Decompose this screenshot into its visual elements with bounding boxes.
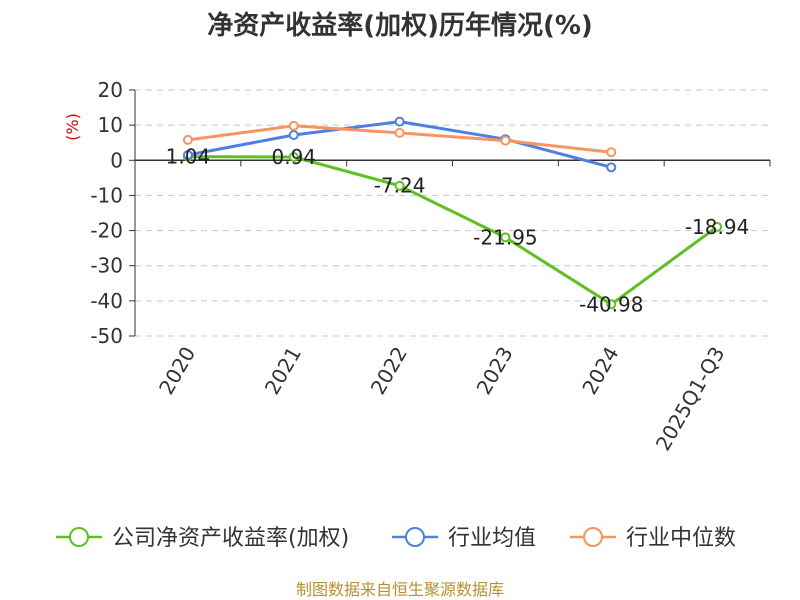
data-labels: 1.04 0.94 -7.24 -21.95 -40.98 -18.94 [166, 145, 750, 317]
data-point [394, 180, 405, 191]
y-tick-label: 10 [98, 113, 123, 137]
x-tick-labels: 2020 2021 2022 2023 2024 2025Q1-Q3 [154, 343, 729, 455]
data-point [606, 299, 617, 310]
x-tick-label: 2020 [154, 343, 200, 399]
legend-label: 行业中位数 [626, 526, 736, 551]
y-tick-label: -10 [90, 183, 123, 207]
y-tick-label: -30 [90, 254, 123, 278]
data-point [500, 232, 511, 243]
legend-marker [405, 527, 425, 547]
data-point [606, 162, 617, 173]
data-point [182, 134, 193, 145]
legend-marker [69, 527, 89, 547]
data-label: 1.04 [166, 145, 211, 169]
data-point [712, 221, 723, 232]
chart-title: 净资产收益率(加权)历年情况(%) [207, 10, 593, 41]
y-tick-labels: 20 10 0 -10 -20 -30 -40 -50 [90, 78, 123, 348]
data-point [394, 127, 405, 138]
y-axis-unit-label: (%) [63, 113, 82, 141]
series-lines [182, 116, 723, 310]
data-label: -18.94 [685, 215, 749, 239]
legend-label: 公司净资产收益率(加权) [112, 526, 349, 551]
data-label: -21.95 [473, 225, 537, 249]
legend-item[interactable]: 行业中位数 [570, 526, 736, 551]
axes [129, 89, 771, 337]
legend-item[interactable]: 公司净资产收益率(加权) [56, 526, 349, 551]
data-point [394, 116, 405, 127]
y-tick-label: 0 [110, 148, 123, 172]
legend-marker [583, 527, 603, 547]
x-tick-label: 2021 [260, 343, 306, 399]
data-label: 0.94 [271, 145, 316, 169]
source-note: 制图数据来自恒生聚源数据库 [296, 580, 504, 599]
y-tick-label: -20 [90, 219, 123, 243]
x-tick-label: 2022 [366, 343, 412, 399]
y-tick-label: -50 [90, 324, 123, 348]
data-label: -7.24 [374, 174, 426, 198]
legend-item[interactable]: 行业均值 [392, 526, 536, 551]
x-tick-label: 2023 [472, 343, 518, 399]
data-point [606, 147, 617, 158]
x-tick-label: 2024 [577, 343, 623, 399]
legend: 公司净资产收益率(加权) 行业均值 行业中位数 [56, 526, 736, 551]
legend-label: 行业均值 [448, 526, 536, 551]
x-tick-label: 2025Q1-Q3 [651, 343, 730, 455]
y-tick-label: 20 [98, 78, 123, 102]
data-point [288, 151, 299, 162]
y-tick-label: -40 [90, 289, 123, 313]
data-point [288, 129, 299, 140]
data-label: -40.98 [579, 292, 643, 316]
data-point [182, 150, 193, 161]
series-line [187, 155, 718, 306]
data-point [500, 135, 511, 146]
data-point [288, 120, 299, 131]
